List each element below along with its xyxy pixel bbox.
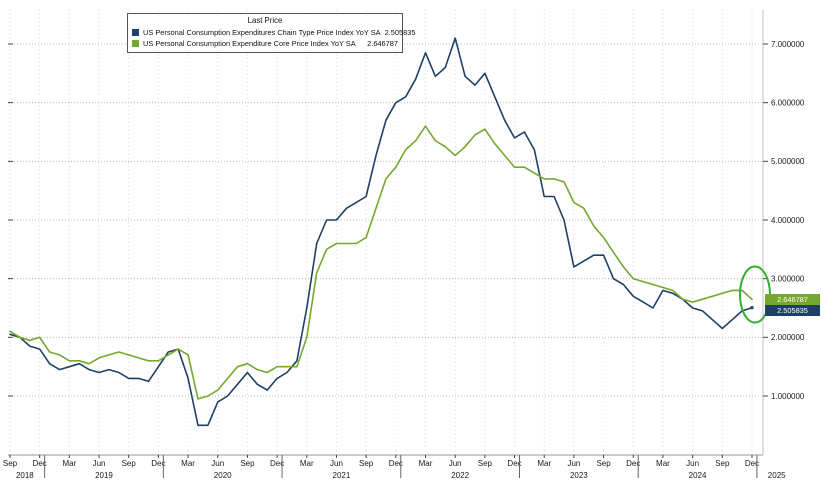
legend-item-headline-value: 2.505835 [384, 28, 416, 37]
last-price-tag-core: 2.646787 [765, 293, 820, 305]
x-axis-year-label: 2019 [95, 471, 113, 480]
x-axis-month-label: Sep [240, 459, 255, 468]
x-axis-month-label: Sep [596, 459, 611, 468]
x-axis-month-label: Sep [3, 459, 18, 468]
last-price-tag-headline: 2.505835 [765, 305, 820, 317]
x-axis-year-label: 2023 [570, 471, 588, 480]
x-axis-month-label: Mar [181, 459, 195, 468]
x-axis-year-label: 2024 [689, 471, 707, 480]
series-line-core [9, 125, 753, 400]
legend-item-core: US Personal Consumption Expenditure Core… [132, 38, 398, 49]
y-axis-label: 5.000000 [771, 157, 805, 166]
x-axis-year-label: 2025 [768, 471, 786, 480]
y-axis-label: 4.000000 [771, 216, 805, 225]
x-axis-month-label: Mar [300, 459, 314, 468]
axes: 1.000000 2.000000 3.000000 4.000000 5.000000… [3, 10, 805, 480]
series-line-headline [9, 37, 753, 427]
x-axis-month-label: Mar [62, 459, 76, 468]
x-axis-month-label: Jun [567, 459, 580, 468]
x-axis-month-label: Jun [686, 459, 699, 468]
x-axis-month-label: Jun [93, 459, 106, 468]
x-axis-month-label: Dec [33, 459, 47, 468]
x-axis-month-label: Jun [449, 459, 462, 468]
x-axis-year-label: 2022 [451, 471, 469, 480]
x-axis-month-label: Mar [656, 459, 670, 468]
x-axis-month-label: Jun [211, 459, 224, 468]
x-axis-month-label: Mar [537, 459, 551, 468]
last-price-marker [750, 306, 754, 310]
x-axis-year-label: 2020 [214, 471, 232, 480]
headline-series-swatch-icon [132, 29, 139, 36]
x-axis-month-label: Jun [330, 459, 343, 468]
legend-item-core-value: 2.646787 [367, 39, 398, 48]
legend-item-core-label: US Personal Consumption Expenditure Core… [143, 39, 356, 48]
legend-item-headline: US Personal Consumption Expenditures Cha… [132, 27, 415, 38]
y-axis-label: 7.000000 [771, 40, 805, 49]
gridlines [8, 10, 763, 455]
x-axis-month-label: Sep [715, 459, 730, 468]
x-axis-month-label: Dec [151, 459, 165, 468]
x-axis-month-label: Mar [419, 459, 433, 468]
y-axis-label: 3.000000 [771, 274, 805, 283]
core-series-swatch-icon [132, 40, 139, 47]
y-axis-label: 6.000000 [771, 98, 805, 107]
x-axis-month-label: Dec [745, 459, 759, 468]
x-axis-month-label: Dec [626, 459, 640, 468]
y-axis-label: 2.000000 [771, 333, 805, 342]
legend-title: Last Price [247, 16, 283, 25]
x-axis-month-label: Sep [359, 459, 374, 468]
x-axis-month-label: Sep [478, 459, 493, 468]
legend-box: Last Price US Personal Consumption Expen… [127, 13, 415, 53]
x-axis-month-label: Dec [507, 459, 521, 468]
x-axis-year-label: 2018 [16, 471, 34, 480]
x-axis-month-label: Dec [270, 459, 284, 468]
x-axis-month-label: Sep [122, 459, 137, 468]
x-axis-month-label: Dec [389, 459, 403, 468]
y-axis-label: 1.000000 [771, 392, 805, 401]
x-axis-year-label: 2021 [333, 471, 351, 480]
legend-item-headline-label: US Personal Consumption Expenditures Cha… [143, 28, 381, 37]
